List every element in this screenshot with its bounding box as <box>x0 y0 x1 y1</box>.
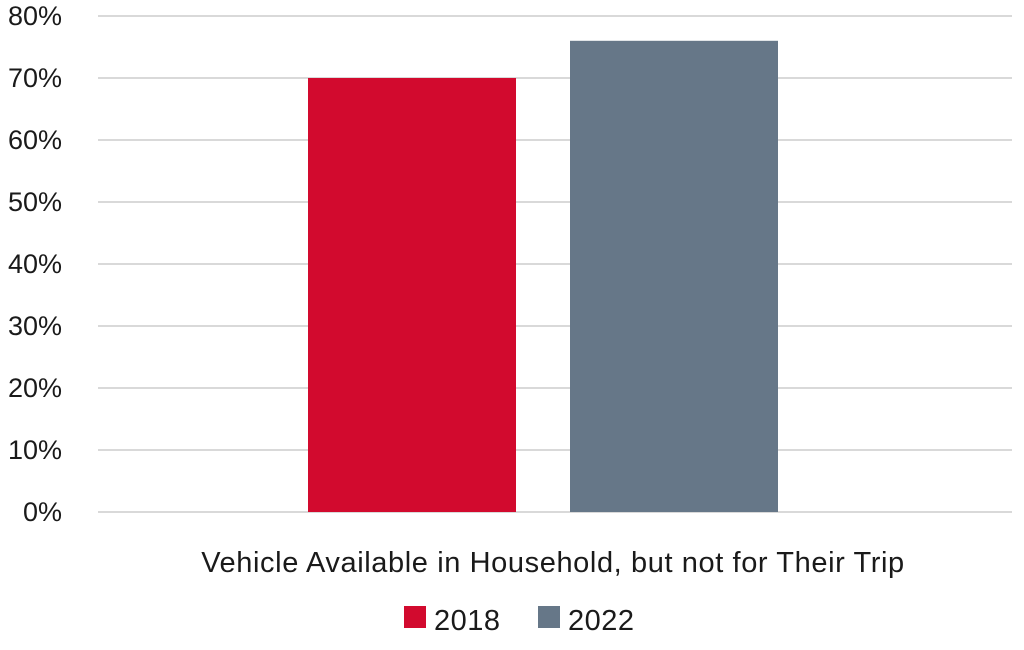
y-tick-label: 50% <box>8 187 62 217</box>
legend-label: 2018 <box>434 605 501 637</box>
y-tick-label: 60% <box>8 125 62 155</box>
bar-2022 <box>570 40 778 513</box>
y-tick-label: 40% <box>8 249 62 279</box>
x-axis-category-labels: Vehicle Available in Household, but not … <box>201 547 905 579</box>
y-tick-label: 80% <box>8 1 62 31</box>
y-tick-label: 10% <box>8 435 62 465</box>
x-category-label: Vehicle Available in Household, but not … <box>201 547 905 579</box>
legend-swatch-2022 <box>538 606 560 628</box>
legend-swatch-2018 <box>404 606 426 628</box>
y-tick-label: 0% <box>23 497 62 527</box>
y-tick-label: 30% <box>8 311 62 341</box>
legend-label: 2022 <box>568 605 635 637</box>
bar-2018 <box>308 78 516 512</box>
y-tick-label: 70% <box>8 63 62 93</box>
y-tick-label: 20% <box>8 373 62 403</box>
legend: 2018 2022 <box>404 605 635 637</box>
y-axis-tick-labels: 0% 10% 20% 30% 40% 50% 60% 70% 80% <box>8 1 62 527</box>
gridlines <box>98 15 1012 513</box>
bars <box>308 40 778 513</box>
